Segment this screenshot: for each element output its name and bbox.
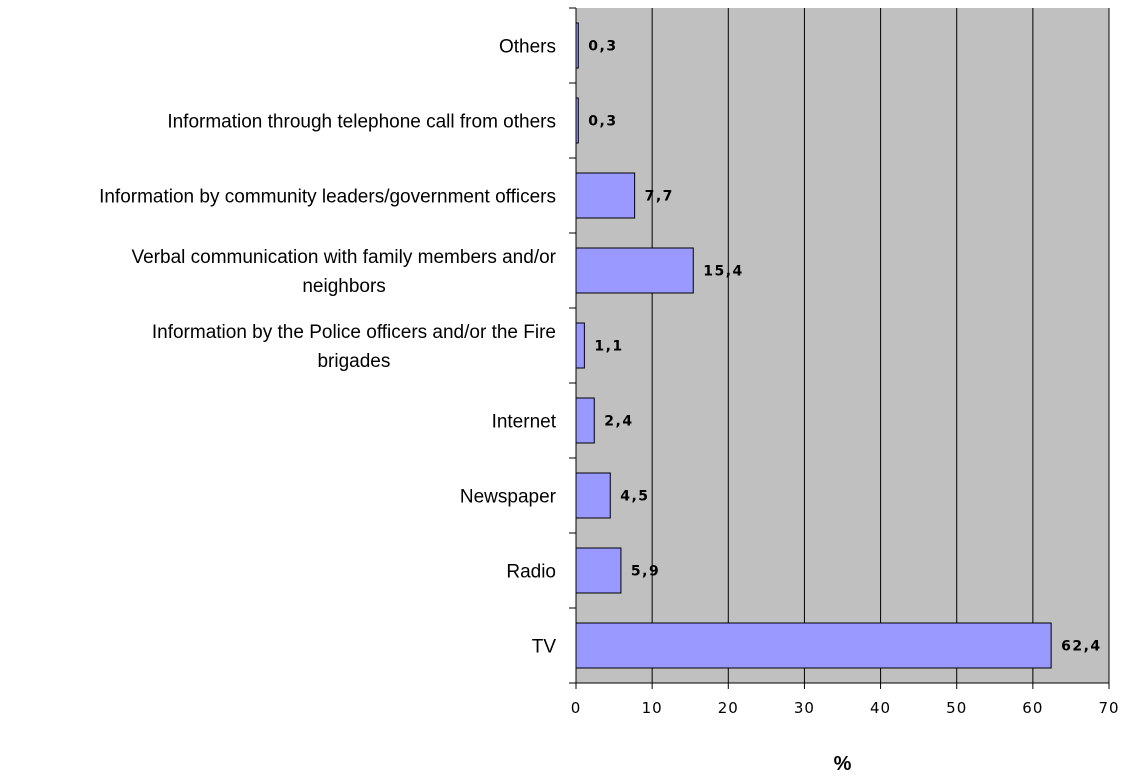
bar (575, 247, 694, 294)
bar (575, 322, 585, 369)
x-tick-label: 20 (718, 699, 739, 717)
bar (575, 397, 595, 444)
bar (575, 622, 1052, 669)
y-category-label: Information through telephone call from … (167, 112, 556, 133)
category-label-line: Verbal communication with family members… (131, 247, 556, 268)
bar (575, 172, 636, 219)
gridlines (651, 8, 1110, 683)
data-label: 15,4 (703, 264, 744, 280)
category-label-line: Information by the Police officers and/o… (152, 322, 556, 343)
labels: 0 10 20 30 40 50 60 70 62,4 TV 5,9 Radio 4,5 Newspape… (99, 37, 1119, 718)
y-category-label: TV (532, 637, 557, 658)
data-label: 7,7 (645, 189, 674, 205)
bar (575, 547, 622, 594)
data-label: 0,3 (588, 114, 617, 130)
x-tick-label: 30 (794, 699, 815, 717)
bar (575, 472, 611, 519)
x-tick-label: 60 (1022, 699, 1043, 717)
y-category-label: Information by the Police officers and/o… (152, 322, 556, 372)
x-tick-label: 10 (642, 699, 663, 717)
bars (575, 22, 1052, 669)
data-label: 0,3 (588, 39, 617, 55)
x-tick-label: 0 (571, 699, 582, 717)
y-category-label: Others (499, 37, 556, 58)
y-category-label: Internet (492, 412, 557, 433)
category-label-line: brigades (317, 351, 390, 372)
x-tick-label: 50 (946, 699, 967, 717)
y-category-label: Radio (506, 562, 556, 583)
x-tick-label: 70 (1098, 699, 1119, 717)
data-label: 62,4 (1061, 639, 1102, 655)
y-category-label: Information by community leaders/governm… (99, 187, 556, 208)
x-tick-label: 40 (870, 699, 891, 717)
data-label: 2,4 (604, 414, 633, 430)
data-label: 1,1 (594, 339, 623, 355)
y-category-label: Newspaper (460, 487, 557, 508)
category-label-line: neighbors (302, 276, 385, 297)
y-category-label: Verbal communication with family members… (131, 247, 556, 297)
axes (569, 7, 1110, 689)
data-label: 5,9 (631, 564, 660, 580)
plot-area (576, 8, 1109, 683)
data-label: 4,5 (620, 489, 649, 505)
x-axis-title: % (834, 753, 852, 775)
